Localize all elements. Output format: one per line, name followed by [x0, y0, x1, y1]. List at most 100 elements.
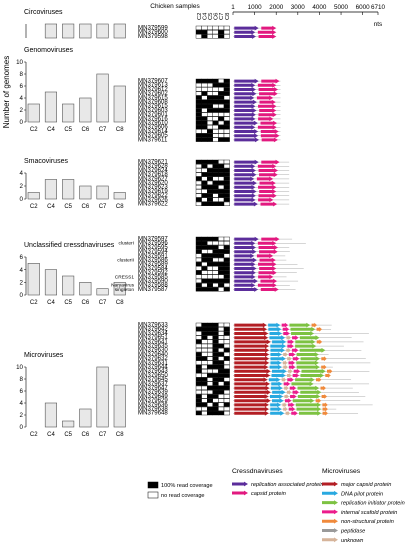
sample-header-C4: C4	[202, 12, 208, 20]
coverage-cell	[212, 193, 219, 198]
coverage-cell	[212, 348, 219, 353]
coverage-cell	[218, 180, 225, 185]
coverage-cell	[223, 124, 230, 130]
orf-cap	[257, 82, 277, 88]
coverage-cell	[206, 266, 213, 271]
x-tick-label: C6	[82, 127, 90, 133]
coverage-cell	[223, 283, 230, 288]
accession-label: MN379601	[138, 111, 168, 118]
accession-label: MN379588	[138, 282, 168, 289]
coverage-cell	[223, 137, 230, 142]
coverage-cell	[218, 25, 225, 30]
orf-mcp	[234, 339, 271, 345]
orf-mcp	[234, 343, 270, 349]
bar-uncl-C6	[79, 282, 92, 296]
coverage-cell	[201, 172, 208, 177]
coverage-cell	[212, 335, 219, 340]
coverage-cell	[195, 390, 202, 395]
coverage-cell	[212, 78, 219, 83]
orf-scaf	[291, 347, 299, 353]
coverage-cell	[212, 360, 219, 365]
x-tick-label: C6	[82, 300, 90, 306]
orf-scaf	[281, 322, 289, 328]
coverage-cell	[201, 240, 208, 246]
accession-label: MN379610	[138, 120, 168, 127]
coverage-cell	[223, 91, 230, 96]
orf-unk	[286, 347, 291, 353]
coverage-cell	[223, 348, 230, 353]
coverage-cell	[223, 163, 230, 169]
coverage-cell	[212, 133, 219, 138]
coverage-cell	[212, 394, 219, 399]
orf-cap	[257, 282, 277, 288]
coverage-cell	[212, 159, 219, 164]
cluster-label: CRESS1	[115, 274, 135, 280]
x-tick-label: C4	[47, 300, 55, 306]
y-tick-label: 8	[20, 376, 24, 383]
orf-pilot	[270, 402, 282, 408]
orf-ns	[316, 339, 323, 345]
x-tick-label: C8	[116, 204, 124, 210]
orf-cap	[258, 87, 278, 92]
coverage-cell	[201, 137, 208, 142]
accession-label: MN379620	[138, 180, 168, 187]
orf-scaf	[284, 398, 292, 404]
heatmap-header: Chicken samples	[150, 3, 200, 10]
coverage-cell	[201, 103, 208, 109]
coverage-cell	[195, 406, 202, 411]
coverage-cell	[201, 322, 208, 327]
coverage-cell	[223, 133, 230, 138]
orf-unk	[285, 410, 290, 416]
coverage-cell	[206, 253, 213, 258]
bar-genomo-C5	[62, 103, 75, 123]
x-tick-label: C8	[116, 127, 124, 133]
coverage-cell	[223, 390, 230, 395]
coverage-cell	[218, 262, 225, 267]
orf-repi	[299, 410, 322, 416]
coverage-cell	[223, 82, 230, 88]
orf-cap	[256, 176, 274, 182]
sample-header-C7: C7	[219, 13, 225, 20]
orf-pilot	[270, 343, 287, 349]
accession-label: MN379587	[138, 286, 168, 293]
coverage-cell	[223, 385, 230, 390]
coverage-cell	[212, 124, 219, 130]
orf-mcp	[234, 331, 269, 336]
coverage-cell	[223, 394, 230, 399]
x-tick-label: C5	[64, 432, 72, 438]
coverage-cell	[201, 159, 208, 164]
orf-rep	[234, 87, 256, 92]
coverage-cell	[212, 381, 219, 386]
coverage-cell	[201, 236, 208, 241]
coverage-cell	[195, 137, 202, 142]
coverage-cell	[195, 327, 202, 332]
coverage-cell	[206, 335, 213, 340]
orf-repi	[301, 368, 326, 374]
coverage-cell	[195, 193, 202, 198]
coverage-cell	[223, 129, 230, 134]
coverage-cell	[201, 120, 208, 125]
legend-arrow	[322, 500, 338, 505]
orf-pilot	[271, 368, 287, 374]
coverage-cell	[223, 398, 230, 403]
orf-rep	[234, 29, 256, 35]
coverage-cell	[212, 172, 219, 177]
coverage-cell	[223, 176, 230, 181]
orf-scaf	[287, 343, 294, 349]
coverage-cell	[195, 278, 202, 283]
coverage-cell	[201, 262, 208, 267]
coverage-cell	[201, 129, 208, 134]
coverage-cell	[218, 95, 225, 100]
coverage-cell	[223, 278, 230, 283]
legend-title: Microviruses	[322, 468, 361, 475]
bar-uncl-C5	[62, 275, 75, 296]
coverage-cell	[218, 34, 225, 39]
orf-pilot	[270, 356, 286, 362]
coverage-cell	[218, 82, 225, 88]
orf-pilot	[272, 398, 284, 404]
orf-rep	[234, 91, 257, 97]
accession-label: MN379619	[138, 188, 168, 195]
orf-pilot	[268, 322, 281, 328]
